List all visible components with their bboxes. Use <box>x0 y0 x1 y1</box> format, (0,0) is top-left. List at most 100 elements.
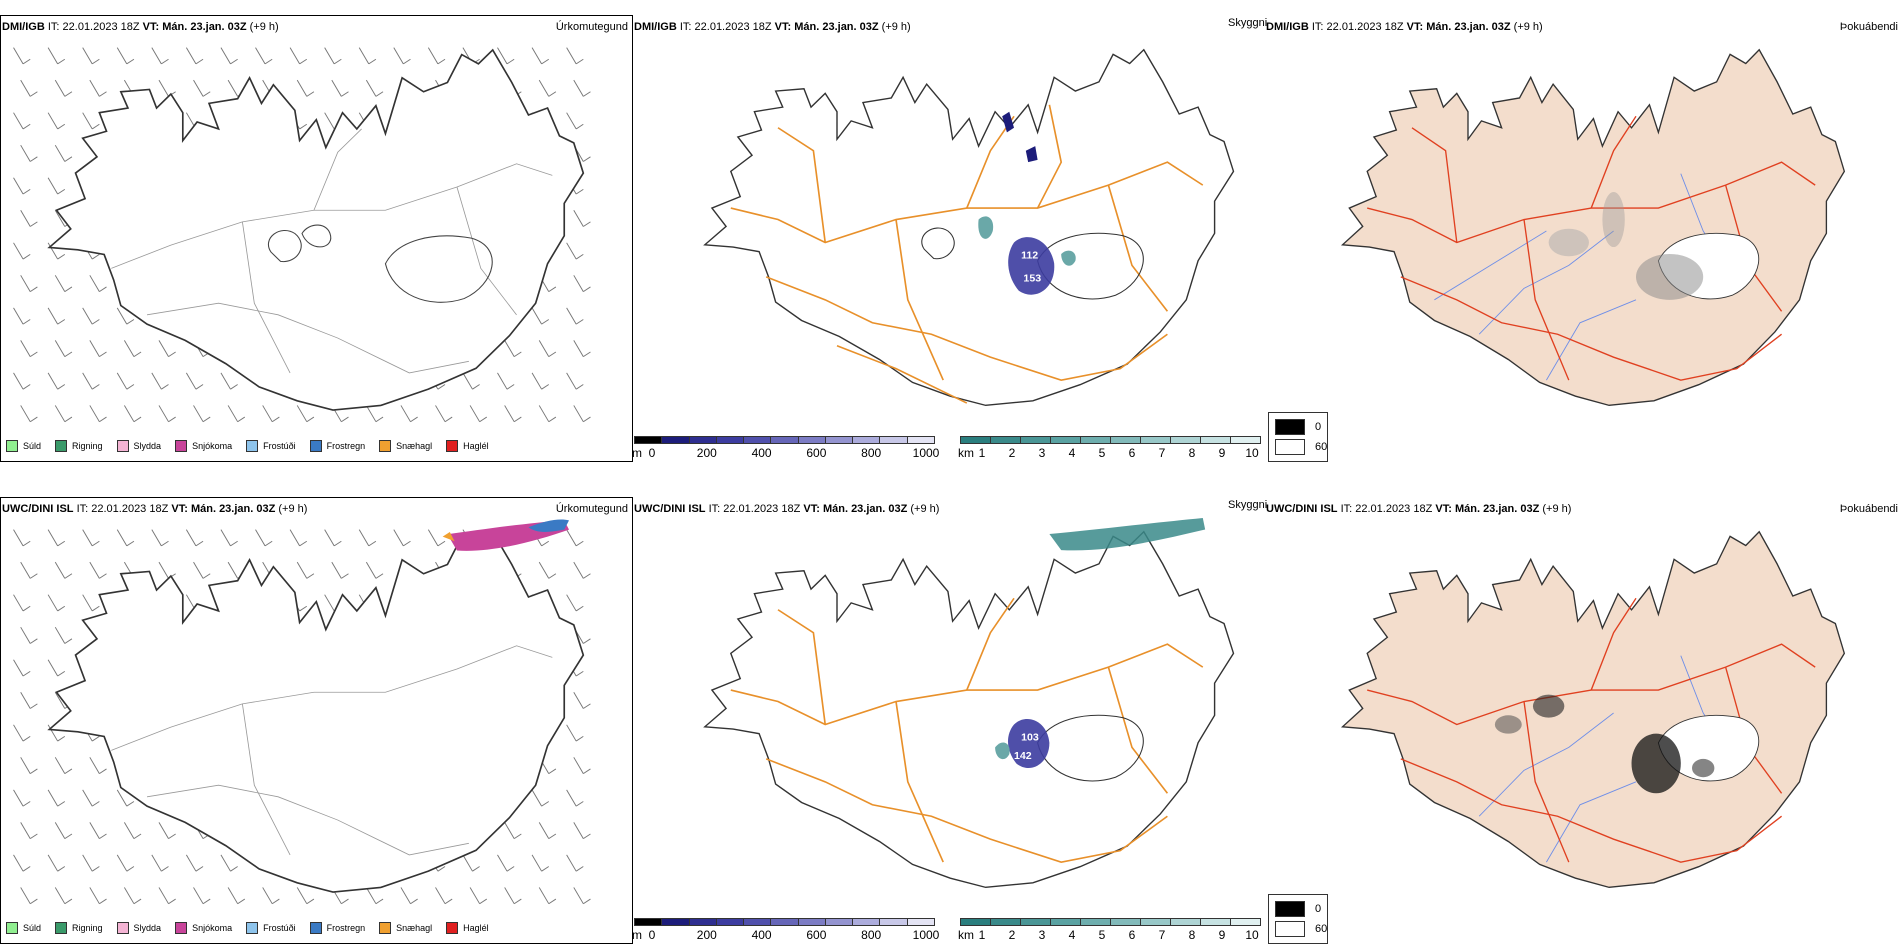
roads <box>1367 597 1816 863</box>
field-name: Skyggni <box>1228 17 1268 29</box>
legend-swatch <box>379 440 392 452</box>
lead-time: (+9 h) <box>278 503 308 515</box>
wind-barb <box>20 561 38 579</box>
wind-barb <box>82 372 100 390</box>
wind-barb <box>566 594 584 612</box>
vis-label: 142 <box>1014 751 1032 762</box>
legend-swatch <box>116 440 129 452</box>
roads <box>111 128 553 374</box>
wind-barb <box>193 79 211 97</box>
wind-barb <box>13 854 31 872</box>
legend-item: Slydda <box>116 922 161 934</box>
vis-label: 103 <box>1021 733 1039 744</box>
panel-title: DMI/IGB IT: 22.01.2023 18Z VT: Mán. 23.j… <box>2 21 279 33</box>
colorbar-segment <box>1020 918 1051 926</box>
legend-label: Rigning <box>72 441 103 451</box>
wind-barb <box>89 822 107 840</box>
wind-barb <box>531 372 550 390</box>
wind-barb <box>531 307 550 325</box>
wind-barb <box>538 822 557 840</box>
field-name: Þokuábendi <box>1839 503 1898 515</box>
legend-item: Snæhagl <box>379 922 432 934</box>
wind-barb <box>255 47 273 65</box>
legend-label: Snæhagl <box>396 923 433 933</box>
legend-label: Frostregn <box>326 441 366 451</box>
legend-swatch <box>6 922 18 934</box>
colorbar-unit: km <box>958 446 974 460</box>
colorbar-segment <box>1110 918 1141 926</box>
colorbar-segment <box>960 436 991 444</box>
vis-area <box>1061 250 1076 266</box>
wind-barb <box>573 692 591 709</box>
colorbar-segment <box>1140 918 1171 926</box>
freezing-rain-area <box>528 519 570 532</box>
panel-title: DMI/IGB IT: 22.01.2023 18Z VT: Mán. 23.j… <box>634 21 911 33</box>
colorbar-tick: 5 <box>1098 928 1106 942</box>
map-fog-indicator <box>1341 531 1846 889</box>
colorbar-unit: km <box>958 928 974 942</box>
wind-barb <box>13 529 31 547</box>
wind-barb <box>497 854 515 872</box>
wind-barb <box>400 887 418 905</box>
wind-barb <box>116 307 135 325</box>
wind-barb <box>538 887 557 905</box>
fog-key-row: 0 <box>1275 419 1321 435</box>
wind-barb <box>531 854 550 872</box>
colorbar-segment <box>634 918 663 926</box>
panel-uwc-precip-type <box>0 497 633 944</box>
vis-label: 85 <box>1066 274 1078 285</box>
wind-barb <box>504 822 522 840</box>
colorbar-tick: 1 <box>978 446 986 460</box>
fog-patch <box>1494 715 1522 734</box>
colorbar-segment <box>797 918 826 926</box>
wind-barb <box>573 79 591 97</box>
colorbar-segment <box>990 918 1021 926</box>
panel-title: UWC/DINI ISL IT: 22.01.2023 18Z VT: Mán.… <box>634 503 939 515</box>
colorbar-segment <box>797 436 826 444</box>
valid-label: VT: <box>774 21 792 33</box>
roads <box>730 104 1204 404</box>
field-name: Þokuábendi <box>1839 21 1898 33</box>
wind-barb <box>123 340 142 358</box>
legend-swatch <box>446 922 459 934</box>
valid-time: Mán. 23.jan. 03Z <box>794 21 879 33</box>
wind-barb <box>47 307 66 325</box>
colorbar-tick: 0 <box>648 928 656 942</box>
colorbar-segment <box>715 918 745 926</box>
legend-label: Haglél <box>463 441 489 451</box>
fog-key-row: 0 <box>1275 901 1321 917</box>
glaciers <box>921 227 1144 300</box>
vis-label: 92 <box>986 717 998 728</box>
legend-label: Haglél <box>463 923 489 933</box>
fog-key-label: 0 <box>1315 903 1322 915</box>
lead-time: (+9 h) <box>1513 21 1543 33</box>
wind-barb <box>54 79 73 97</box>
colorbar-tick: 10 <box>1245 446 1259 460</box>
wind-barb <box>89 757 107 774</box>
vis-area <box>1007 719 1050 769</box>
legend-item: Snjókoma <box>175 922 232 934</box>
wind-barb <box>365 79 384 97</box>
wind-barb <box>13 112 31 130</box>
panel-title: DMI/IGB IT: 22.01.2023 18Z VT: Mán. 23.j… <box>1266 21 1543 33</box>
wind-barb <box>116 854 135 872</box>
colorbar-tick: 4 <box>1068 928 1076 942</box>
colorbar-segment <box>1080 436 1111 444</box>
wind-barb <box>497 372 515 390</box>
wind-barb <box>20 887 38 905</box>
colorbar-segment <box>1230 436 1261 444</box>
wind-barb <box>566 47 584 65</box>
wind-barb <box>573 561 591 579</box>
wind-barb <box>185 854 204 872</box>
wind-barb <box>365 887 384 905</box>
valid-time: Mán. 23.jan. 03Z <box>190 503 276 515</box>
legend-swatch <box>309 922 322 934</box>
wind-barb <box>296 79 315 97</box>
lead-time: (+9 h) <box>881 21 911 33</box>
wind-barb <box>566 529 584 547</box>
colorbar-tick: 8 <box>1188 928 1196 942</box>
vis-label: 75 <box>962 721 974 732</box>
fog-key-swatch <box>1275 901 1305 917</box>
model-name: DMI/IGB <box>634 21 677 33</box>
init-label: IT: <box>708 503 721 515</box>
